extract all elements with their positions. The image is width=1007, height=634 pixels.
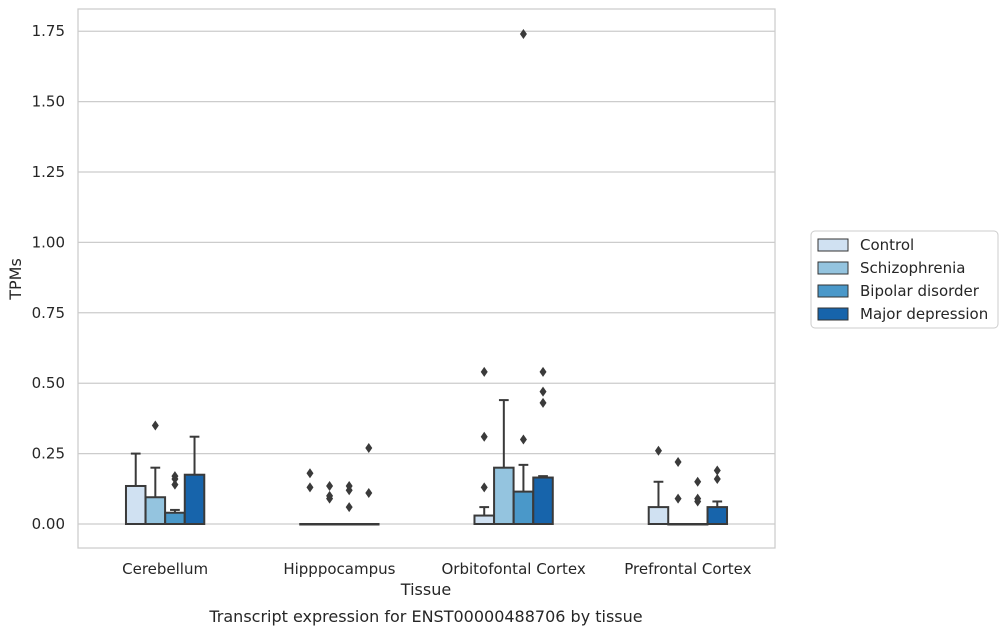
box-series xyxy=(124,29,729,526)
legend-label: Schizophrenia xyxy=(860,259,965,277)
outlier-point xyxy=(694,493,702,504)
outlier-point xyxy=(326,490,334,501)
outlier-point xyxy=(480,431,488,442)
outlier-point xyxy=(365,488,373,499)
outlier-point xyxy=(345,480,353,491)
outlier-point xyxy=(539,386,547,397)
y-tick-labels: 0.00 0.25 0.50 0.75 1.00 1.25 1.50 1.75 xyxy=(32,22,65,533)
legend-label: Major depression xyxy=(860,305,988,323)
box xyxy=(706,506,729,526)
box-1-3 xyxy=(358,442,380,526)
outlier-point xyxy=(654,445,662,456)
legend-label: Bipolar disorder xyxy=(860,282,980,300)
y-tick-label: 1.25 xyxy=(32,163,65,181)
outlier-point xyxy=(326,480,334,491)
outlier-point xyxy=(480,366,488,377)
outlier-point xyxy=(480,482,488,493)
x-tick-label: Orbitofontal Cortex xyxy=(442,560,586,578)
plot-frame xyxy=(77,8,776,549)
legend-frame xyxy=(810,230,999,329)
y-tick-label: 0.00 xyxy=(32,515,65,533)
outlier-point xyxy=(713,473,721,484)
outlier-point xyxy=(519,29,527,40)
x-tick-label: Cerebellum xyxy=(122,560,208,578)
box-0-2 xyxy=(164,471,186,526)
y-tick-label: 1.50 xyxy=(32,93,65,111)
legend-swatch xyxy=(817,307,849,321)
outlier-point xyxy=(713,465,721,476)
box-1-2 xyxy=(338,480,360,526)
chart-caption: Transcript expression for ENST0000048870… xyxy=(208,607,642,626)
x-tick-label: Prefrontal Cortex xyxy=(624,560,751,578)
box xyxy=(183,473,206,525)
box xyxy=(532,476,554,526)
legend-swatch xyxy=(817,284,849,298)
y-tick-label: 0.75 xyxy=(32,304,65,322)
outlier-point xyxy=(539,366,547,377)
outlier-point xyxy=(519,434,527,445)
box xyxy=(473,514,495,526)
legend-swatch xyxy=(817,238,849,252)
outlier-point xyxy=(171,479,179,490)
box xyxy=(512,490,535,525)
box xyxy=(124,484,147,526)
outlier-point xyxy=(306,468,314,479)
box-3-3 xyxy=(706,465,729,526)
legend: Control Schizophrenia Bipolar disorder Majo… xyxy=(810,230,999,329)
outlier-point xyxy=(171,471,179,482)
legend-swatch xyxy=(817,261,849,275)
box xyxy=(164,511,186,526)
box-2-2 xyxy=(512,29,535,525)
x-tick-labels: Cerebellum Hipppocampus Orbitofontal Corte… xyxy=(122,560,751,578)
outlier-point xyxy=(694,476,702,487)
y-tick-label: 0.25 xyxy=(32,445,65,463)
outlier-point xyxy=(539,397,547,408)
legend-label: Control xyxy=(860,236,914,254)
box-0-0 xyxy=(124,452,147,526)
box-3-0 xyxy=(647,445,670,526)
box xyxy=(144,496,167,525)
outlier-point xyxy=(306,482,314,493)
y-axis-title: TPMs xyxy=(6,258,25,301)
outlier-point xyxy=(151,420,159,431)
box-2-3 xyxy=(532,366,554,526)
box xyxy=(647,506,670,526)
box xyxy=(493,466,515,525)
y-tick-label: 1.75 xyxy=(32,22,65,40)
outlier-point xyxy=(674,457,682,468)
y-tick-label: 0.50 xyxy=(32,374,65,392)
box-0-1 xyxy=(144,420,167,525)
outlier-point xyxy=(674,493,682,504)
outlier-point xyxy=(365,442,373,453)
plot-background xyxy=(78,9,775,548)
box-0-3 xyxy=(183,435,206,525)
outlier-point xyxy=(345,502,353,513)
x-tick-label: Hipppocampus xyxy=(283,560,395,578)
x-axis-title: Tissue xyxy=(400,580,451,599)
y-tick-label: 1.00 xyxy=(32,233,65,251)
